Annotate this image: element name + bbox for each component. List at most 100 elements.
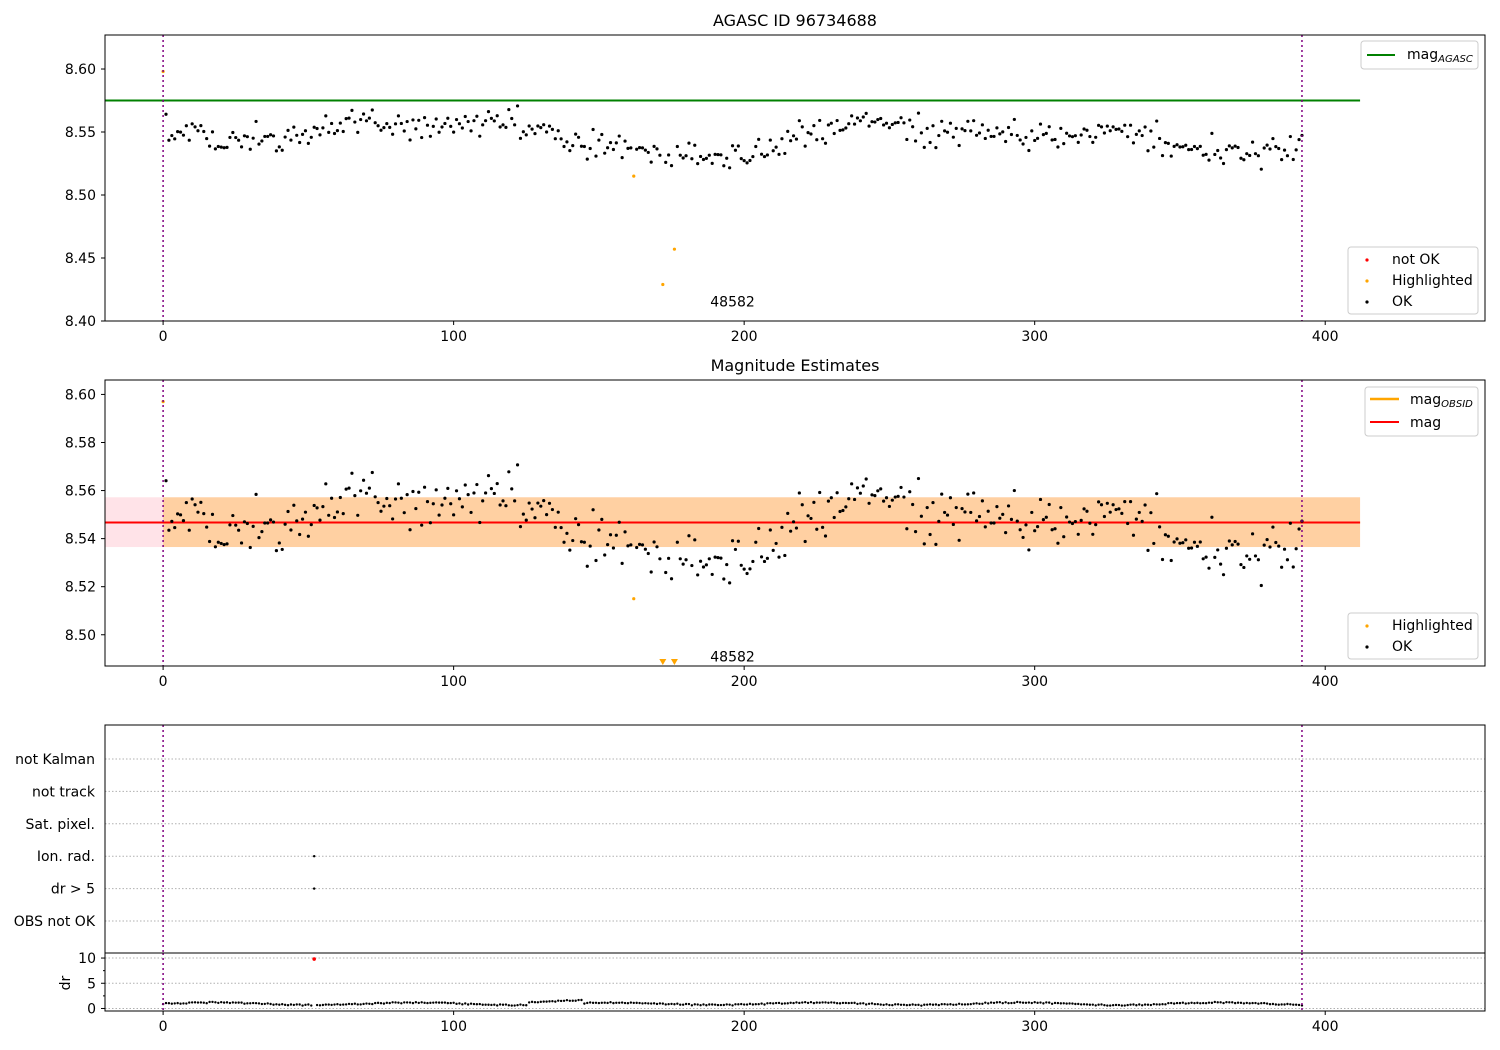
point-ok (1056, 541, 1060, 545)
point-ok (213, 147, 217, 151)
point-dr (266, 1002, 269, 1005)
point-ok (219, 541, 223, 546)
point-dr (792, 1001, 795, 1005)
point-dr (862, 1002, 865, 1005)
point-dr (286, 1004, 290, 1007)
point-ok (350, 108, 354, 112)
point-ok (669, 164, 674, 168)
point-dr (934, 1003, 938, 1006)
point-ok (821, 137, 825, 141)
point-dr (458, 1002, 461, 1005)
point-ok (332, 131, 337, 136)
point-dr (263, 1002, 266, 1006)
point-dr (1222, 1001, 1225, 1005)
point-ok (594, 154, 598, 158)
point-dr (655, 1002, 659, 1006)
point-dr (167, 1002, 171, 1005)
point-dr (373, 1001, 377, 1005)
point-dr (745, 1003, 749, 1006)
point-ok (751, 559, 755, 564)
point-dr (1065, 1002, 1068, 1005)
point-ok (568, 548, 572, 552)
point-dr (443, 1001, 447, 1004)
point-ok (286, 509, 290, 514)
point-ok (1062, 142, 1066, 146)
point-ok (725, 156, 729, 160)
point-ok (542, 499, 546, 503)
point-dr (693, 1003, 696, 1006)
point-ok (524, 518, 528, 522)
obsid-annotation: 48582 (710, 294, 755, 310)
x-tick-label: 0 (159, 1019, 168, 1035)
point-dr (603, 1001, 606, 1004)
agasc-points-legend: not OK Highlighted OK (1347, 246, 1479, 315)
point-ok (306, 141, 310, 145)
point-ok (1163, 140, 1168, 145)
point-dr (652, 1002, 656, 1005)
point-ok (237, 528, 241, 532)
point-ok (341, 129, 345, 134)
point-ok (1102, 514, 1107, 519)
point-ok (1053, 527, 1057, 531)
point-ok (864, 111, 868, 115)
point-ok (759, 152, 764, 156)
point-ok (411, 489, 415, 494)
point-dr (330, 1003, 333, 1007)
point-dr (333, 1003, 336, 1006)
point-ok (1262, 543, 1266, 547)
point-dr-5 (312, 957, 316, 961)
point-ok (181, 518, 186, 523)
point-ok (966, 119, 970, 123)
point-dr (1117, 1003, 1121, 1007)
point-ok (823, 534, 828, 538)
point-ok (600, 132, 604, 137)
point-ok (684, 558, 688, 562)
point-ok (510, 487, 514, 491)
point-ok (911, 125, 915, 129)
point-ok (1166, 534, 1170, 538)
point-ok (205, 136, 209, 141)
point-ok (1085, 128, 1089, 132)
point-ok (791, 520, 796, 524)
point-ok (321, 505, 325, 509)
point-ok (536, 124, 540, 128)
point-ok (286, 128, 290, 132)
point-dr (702, 1003, 705, 1006)
point-dr (620, 1001, 624, 1004)
flag-label: not track (32, 784, 96, 800)
point-ok (937, 133, 941, 138)
point-ok (1291, 565, 1295, 569)
point-dr (772, 1002, 775, 1005)
point-ok (1027, 148, 1031, 153)
point-ok (376, 124, 380, 128)
point-ok (457, 122, 462, 126)
point-dr (1248, 1002, 1251, 1005)
point-ok (687, 534, 691, 538)
point-ok (550, 127, 555, 131)
point-ok (289, 138, 293, 142)
point-dr (1103, 1003, 1106, 1007)
point-ok (269, 518, 273, 522)
point-dr (719, 1003, 723, 1007)
point-ok (847, 497, 851, 501)
point-ok (951, 135, 955, 139)
point-ok (698, 154, 703, 159)
point-dr (283, 1003, 287, 1007)
point-ok (504, 504, 508, 508)
point-ok (266, 134, 270, 139)
point-ok (925, 506, 929, 510)
point-ok (736, 144, 740, 148)
point-ok (829, 121, 833, 125)
point-dr (992, 1001, 996, 1005)
point-dr (612, 1001, 615, 1005)
point-ok (417, 118, 421, 122)
point-ok (585, 564, 589, 568)
point-dr (385, 1001, 389, 1005)
point-dr (815, 1001, 818, 1004)
point-ok (847, 122, 851, 126)
point-ok (928, 532, 932, 537)
point-ok (588, 146, 592, 151)
point-ok (216, 144, 220, 149)
point-dr (966, 1003, 970, 1006)
point-dr (240, 1001, 243, 1004)
